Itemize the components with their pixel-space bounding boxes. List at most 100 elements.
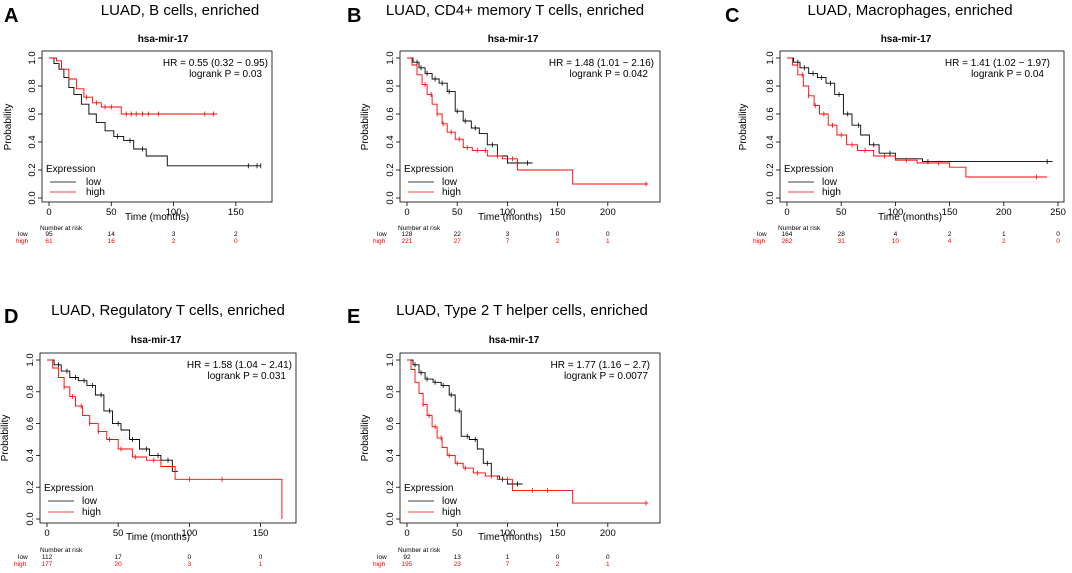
y-tick-label: 0.2 xyxy=(385,163,396,176)
y-tick-label: 0.2 xyxy=(27,163,38,176)
legend-title: Expression xyxy=(44,483,93,494)
x-tick-label: 150 xyxy=(253,528,269,539)
risk-value-low: 112 xyxy=(42,554,53,561)
panel-letter: D xyxy=(4,306,18,328)
risk-row-high-label: high xyxy=(16,238,29,245)
risk-row-high-label: high xyxy=(14,561,27,568)
panel-letter: E xyxy=(347,306,360,328)
survival-curve-low xyxy=(47,359,178,472)
risk-value-high: 2 xyxy=(1002,238,1006,245)
x-axis-label: Time (months) xyxy=(478,212,542,223)
risk-value-high: 4 xyxy=(948,238,952,245)
risk-value-high: 0 xyxy=(1056,238,1060,245)
plot-frame xyxy=(779,50,1065,203)
x-tick-label: 100 xyxy=(181,528,197,539)
x-tick-label: 100 xyxy=(887,207,903,218)
risk-title: Number at risk xyxy=(398,547,441,554)
risk-row-low-label: low xyxy=(377,554,387,561)
risk-title: Number at risk xyxy=(398,225,441,232)
y-tick-label: 0.6 xyxy=(385,417,396,430)
x-tick-label: 200 xyxy=(600,528,616,539)
risk-value-low: 0 xyxy=(1056,231,1060,238)
x-tick-label: 150 xyxy=(550,207,566,218)
y-tick-label: 0.8 xyxy=(385,385,396,398)
hr-text: HR = 1.58 (1.04 − 2.41) xyxy=(187,360,292,371)
risk-row-high-label: high xyxy=(753,238,766,245)
y-tick-label: 0.2 xyxy=(25,481,36,494)
y-tick-label: 0.0 xyxy=(385,512,396,525)
risk-title: Number at risk xyxy=(778,225,821,232)
y-tick-label: 1.0 xyxy=(385,51,396,64)
legend-high-label: high xyxy=(442,507,461,518)
km-plot-e: E LUAD, Type 2 T helper cells, enriched … xyxy=(347,302,661,568)
x-tick-label: 150 xyxy=(550,528,566,539)
legend: Expression low high xyxy=(44,483,101,518)
survival-curve-low xyxy=(407,359,523,485)
y-tick-label: 0.2 xyxy=(765,163,776,176)
legend-title: Expression xyxy=(404,164,453,175)
risk-value-high: 10 xyxy=(892,238,900,245)
survival-curve-high xyxy=(407,359,648,504)
y-tick-label: 0.4 xyxy=(27,135,38,148)
risk-value-low: 17 xyxy=(115,554,123,561)
risk-value-low: 22 xyxy=(454,231,462,238)
risk-value-low: 1 xyxy=(1002,231,1006,238)
risk-value-low: 4 xyxy=(894,231,898,238)
logrank-text: logrank P = 0.04 xyxy=(971,69,1044,80)
logrank-text: logrank P = 0.0077 xyxy=(564,371,648,382)
y-axis-label: Probability xyxy=(0,415,11,462)
y-tick-label: 0.4 xyxy=(385,135,396,148)
x-tick-label: 200 xyxy=(600,207,616,218)
panel-title: LUAD, Regulatory T cells, enriched xyxy=(51,302,285,319)
risk-value-high: 31 xyxy=(838,238,846,245)
survival-curve-high xyxy=(407,57,648,185)
x-tick-label: 0 xyxy=(46,207,51,218)
hr-text: HR = 1.77 (1.16 − 2.7) xyxy=(550,360,650,371)
legend-low-label: low xyxy=(442,496,458,507)
legend-title: Expression xyxy=(784,164,833,175)
x-axis-label: Time (months) xyxy=(478,532,542,543)
legend-title: Expression xyxy=(404,483,453,494)
y-tick-label: 0.2 xyxy=(385,481,396,494)
x-tick-label: 0 xyxy=(404,528,409,539)
y-tick-label: 0.4 xyxy=(765,135,776,148)
risk-value-low: 0 xyxy=(556,231,560,238)
x-tick-label: 150 xyxy=(942,207,958,218)
number-at-risk: Number at risk low high xyxy=(753,225,821,245)
km-plot-a: A LUAD, B cells, enriched hsa-mir-17 HR … xyxy=(3,2,273,245)
y-tick-label: 1.0 xyxy=(25,353,36,366)
y-tick-label: 0.6 xyxy=(765,107,776,120)
x-tick-label: 50 xyxy=(836,207,847,218)
risk-value-high: 16 xyxy=(108,238,116,245)
risk-row-low-label: low xyxy=(18,554,28,561)
x-tick-label: 200 xyxy=(996,207,1012,218)
km-panel-e: E LUAD, Type 2 T helper cells, enriched … xyxy=(347,295,710,568)
legend: Expression low high xyxy=(404,164,461,198)
risk-row-high-label: high xyxy=(373,561,386,568)
risk-value-high: 3 xyxy=(188,561,192,568)
legend-high-label: high xyxy=(442,187,461,198)
risk-row-high-label: high xyxy=(373,238,386,245)
panel-labels: C LUAD, Macrophages, enriched hsa-mir-17 xyxy=(725,2,1013,45)
y-axis-label: Probability xyxy=(738,104,749,151)
risk-value-high: 177 xyxy=(42,561,53,568)
panel-letter: A xyxy=(4,5,18,27)
x-tick-label: 0 xyxy=(404,207,409,218)
plot-frame xyxy=(41,50,273,203)
panel-subtitle: hsa-mir-17 xyxy=(881,34,932,45)
legend-high-label: high xyxy=(82,507,101,518)
risk-value-low: 2 xyxy=(948,231,952,238)
y-tick-label: 0.4 xyxy=(25,449,36,462)
y-tick-label: 0.6 xyxy=(385,107,396,120)
panel-labels: E LUAD, Type 2 T helper cells, enriched … xyxy=(347,302,648,346)
number-at-risk: Number at risk low high xyxy=(373,225,441,245)
panel-subtitle: hsa-mir-17 xyxy=(138,34,189,45)
logrank-text: logrank P = 0.03 xyxy=(189,69,262,80)
km-panel-a: A LUAD, B cells, enriched hsa-mir-17 HR … xyxy=(0,0,350,265)
y-tick-label: 1.0 xyxy=(385,353,396,366)
y-tick-label: 0.0 xyxy=(765,191,776,204)
risk-value-high: 2 xyxy=(556,238,560,245)
legend-low-label: low xyxy=(822,177,838,188)
y-tick-label: 0.0 xyxy=(385,191,396,204)
x-axis-label: Time (months) xyxy=(878,212,942,223)
